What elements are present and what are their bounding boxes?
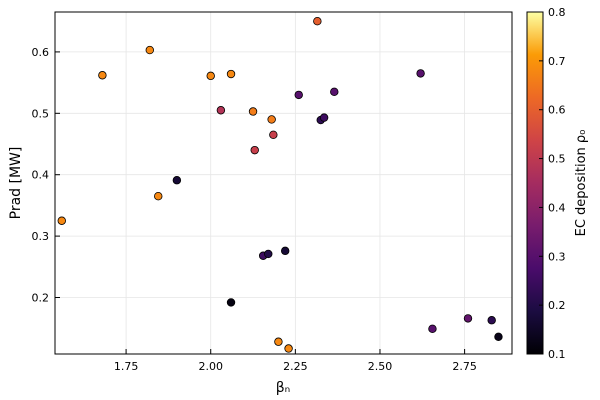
colorbar-tick-label: 0.1 [548, 348, 566, 361]
x-axis-label: βₙ [276, 380, 291, 396]
data-point [487, 316, 496, 325]
colorbar-tick-label: 0.3 [548, 250, 566, 263]
colorbar-tick-label: 0.8 [548, 6, 566, 19]
data-point [172, 176, 182, 185]
data-point [264, 249, 273, 259]
data-point [226, 298, 236, 307]
colorbar-tick-label: 0.2 [548, 299, 566, 312]
y-tick-label: 0.3 [32, 230, 50, 243]
data-point [494, 332, 503, 342]
x-tick-label: 2.25 [283, 360, 308, 373]
y-tick-label: 0.2 [32, 292, 50, 305]
y-tick-label: 0.5 [32, 107, 50, 120]
data-point [280, 246, 290, 256]
y-axis-label: Prad [MW] [8, 147, 24, 220]
data-point [154, 192, 163, 201]
data-point [416, 69, 425, 78]
x-axis: 1.75 2.00 2.25 2.50 2.75 [114, 349, 477, 373]
data-point [248, 107, 258, 116]
data-point [428, 324, 437, 334]
data-point [267, 115, 276, 124]
plot-frame [54, 11, 513, 355]
x-tick-label: 2.00 [198, 360, 223, 373]
colorbar-axis: 0.1 0.2 0.3 0.4 0.5 0.6 0.7 0.8 [539, 6, 566, 361]
data-point [284, 344, 293, 353]
y-tick-label: 0.6 [32, 46, 50, 59]
data-point [274, 337, 283, 346]
y-axis: 0.2 0.3 0.4 0.5 0.6 [32, 46, 60, 305]
data-point [294, 90, 303, 100]
colorbar-tick-label: 0.7 [548, 55, 566, 68]
data-point [226, 69, 236, 79]
colorbar-frame [526, 11, 544, 355]
data-point [57, 216, 66, 225]
colorbar-tick-label: 0.5 [548, 153, 566, 166]
colorbar-label: EC deposition ρ₀ [574, 130, 589, 237]
colorbar-tick-label: 0.4 [548, 201, 566, 214]
data-point [319, 113, 329, 122]
data-point [463, 314, 473, 323]
data-point [145, 45, 154, 55]
x-tick-label: 2.75 [452, 360, 477, 373]
colorbar [527, 12, 543, 354]
data-point [206, 71, 215, 81]
data-points [57, 17, 503, 353]
colorbar-tick-label: 0.6 [548, 104, 566, 117]
x-tick-label: 2.50 [368, 360, 393, 373]
data-point [313, 17, 322, 26]
grid-lines [55, 12, 512, 354]
y-tick-label: 0.4 [32, 169, 50, 182]
data-point [216, 106, 226, 115]
x-tick-label: 1.75 [114, 360, 139, 373]
data-point [269, 130, 278, 140]
data-point [330, 87, 339, 97]
data-point [250, 145, 259, 155]
data-point [98, 71, 107, 80]
